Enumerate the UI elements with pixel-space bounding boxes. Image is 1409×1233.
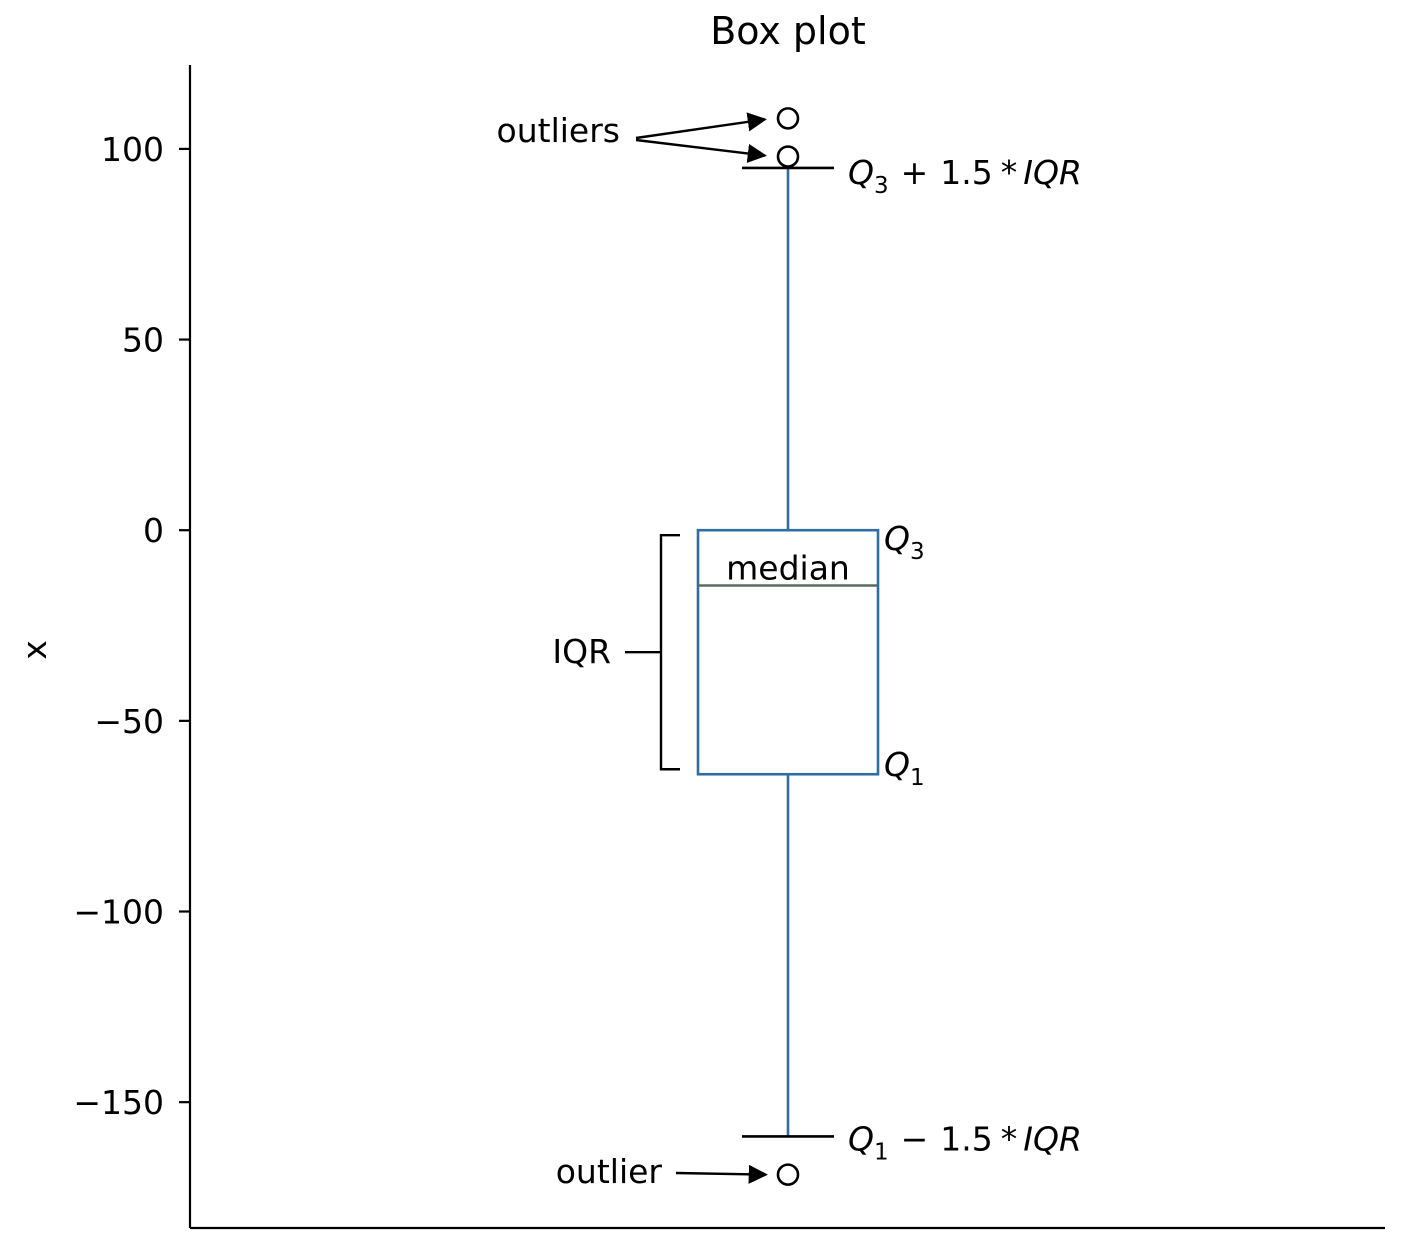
lower-fence-subscript: 1 xyxy=(874,1139,889,1165)
upper-fence-annotation: Q3 +1.5 * IQR xyxy=(848,153,1082,199)
y-tick-label: −150 xyxy=(73,1083,164,1122)
q3-annotation: Q3 xyxy=(884,519,925,565)
box-group xyxy=(696,107,880,1186)
q1-subscript: 1 xyxy=(910,765,925,791)
lower-fence-factor: 1.5 xyxy=(940,1119,992,1158)
upper-fence-symbol: Q xyxy=(848,153,874,192)
lower-fence-annotation: Q1−1.5 * IQR xyxy=(848,1119,1082,1165)
upper-fence-operator: + xyxy=(901,153,929,192)
outlier-arrow-1 xyxy=(635,112,767,140)
outlier-arrow-2 xyxy=(635,138,767,163)
iqr-box xyxy=(696,528,880,776)
lower-fence-term: IQR xyxy=(1023,1119,1082,1158)
outlier-annotation: outlier xyxy=(556,1152,663,1191)
iqr-bracket xyxy=(659,534,680,771)
iqr-annotation: IQR xyxy=(552,632,611,671)
y-ticks: 100 50 0 −50 −100 −150 xyxy=(73,130,190,1122)
upper-fence-factor: 1.5 xyxy=(940,153,992,192)
outlier-point xyxy=(776,1163,800,1186)
y-tick-label: −100 xyxy=(73,893,164,932)
y-tick-label: 0 xyxy=(143,511,164,550)
outlier-points xyxy=(776,107,800,1186)
q1-symbol: Q xyxy=(884,745,910,784)
outlier-point xyxy=(776,107,800,130)
chart-title: Box plot xyxy=(710,9,866,53)
upper-fence-subscript: 3 xyxy=(874,173,889,199)
lower-fence-symbol: Q xyxy=(848,1119,874,1158)
outlier-point xyxy=(776,145,800,168)
outlier-arrow-3 xyxy=(675,1164,768,1184)
y-tick-label: −50 xyxy=(94,702,164,741)
upper-fence-star: * xyxy=(1001,153,1018,192)
median-annotation: median xyxy=(726,548,850,587)
q1-annotation: Q1 xyxy=(884,745,925,791)
y-tick-label: 50 xyxy=(122,321,164,360)
lower-fence-operator: − xyxy=(901,1119,929,1158)
y-tick-label: 100 xyxy=(101,130,164,169)
annotations: outliers outlier median IQR Q3 Q1 Q3 +1.5… xyxy=(497,111,1082,1191)
lower-fence-star: * xyxy=(1001,1119,1018,1158)
q3-symbol: Q xyxy=(884,519,910,558)
y-axis-label: x xyxy=(15,640,54,660)
outliers-annotation: outliers xyxy=(497,111,620,150)
q3-subscript: 3 xyxy=(910,539,925,565)
upper-fence-term: IQR xyxy=(1023,153,1082,192)
